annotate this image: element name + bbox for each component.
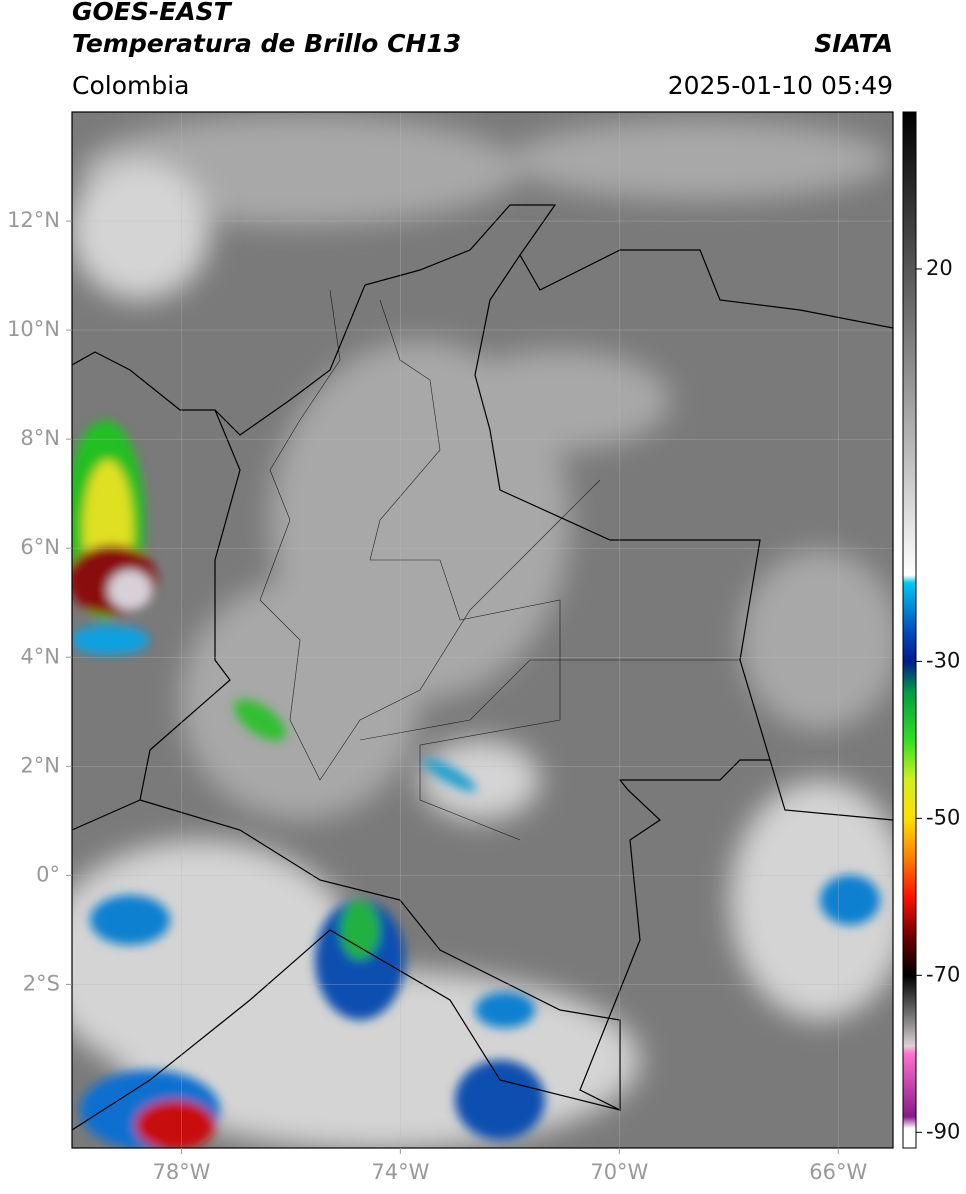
subtitle: Temperatura de Brillo CH13 [72, 29, 461, 58]
lon-tick-label: 74°W [371, 1160, 429, 1184]
lat-tick-label: 0° [36, 862, 60, 886]
lon-tick-label: 66°W [809, 1160, 867, 1184]
lat-tick-label: 4°N [20, 644, 60, 668]
map-frame [71, 111, 894, 1149]
lat-tick-label: 12°N [7, 208, 60, 232]
colorbar-tick-label: 20 [926, 256, 953, 280]
satellite-image [72, 112, 893, 1148]
timestamp: 2025-01-10 05:49 [668, 71, 893, 100]
source: SIATA [814, 29, 893, 58]
graticule [72, 112, 893, 1148]
lat-tick-label: 10°N [7, 317, 60, 341]
colorbar-tick-label: -90 [926, 1119, 960, 1143]
colorbar-tick-label: -70 [926, 962, 960, 986]
lat-tick-label: 2°N [20, 753, 60, 777]
lon-tick-label: 78°W [152, 1160, 210, 1184]
lon-tick-label: 70°W [590, 1160, 648, 1184]
title: GOES-EAST [72, 0, 233, 26]
lat-tick-label: 8°N [20, 426, 60, 450]
region: Colombia [72, 71, 189, 100]
colorbar-tick-label: -50 [926, 805, 960, 829]
lat-tick-label: 6°N [20, 535, 60, 559]
lat-tick-label: 2°S [23, 971, 60, 995]
colorbar [902, 111, 917, 1149]
colorbar-tick-label: -30 [926, 648, 960, 672]
